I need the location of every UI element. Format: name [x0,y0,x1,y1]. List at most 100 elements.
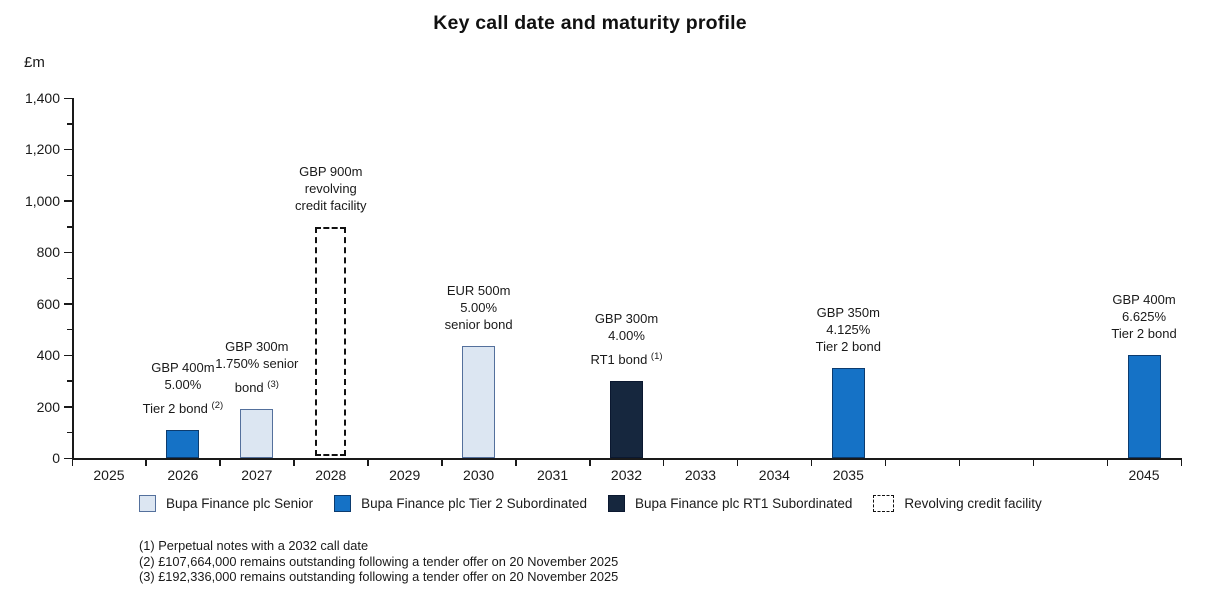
legend-label-rt1: Bupa Finance plc RT1 Subordinated [635,496,853,511]
legend-item-rt1: Bupa Finance plc RT1 Subordinated [608,495,852,512]
annotation-line: EUR 500m [446,283,511,299]
legend-swatch-revolving-credit-facility-icon [873,495,895,512]
y-tick [67,226,72,228]
y-tick [67,380,72,382]
legend: Bupa Finance plc Senior Bupa Finance plc… [139,495,1042,512]
annotation-line: GBP 300m [225,338,289,354]
x-tick [884,459,887,466]
x-axis-line [72,458,1182,460]
legend-item-senior: Bupa Finance plc Senior [139,495,313,512]
x-tick [293,459,295,466]
x-tick [441,459,443,466]
y-tick [64,406,72,408]
y-axis-tick-label: 1,400 [24,90,60,106]
y-axis-tick-label: 800 [36,244,60,261]
bar-2028 [315,226,347,456]
y-tick [67,277,72,279]
x-tick [958,459,961,466]
legend-swatch-tier2-icon [334,495,352,512]
x-axis-tick-label: 2029 [389,467,421,483]
footnotes: (1) Perpetual notes with a 2032 call dat… [139,538,618,585]
y-tick [64,457,72,459]
y-axis-tick-label: 400 [36,347,60,364]
legend-item-rcf: Revolving credit facility [873,495,1042,512]
x-tick [662,459,665,466]
y-tick [67,431,72,434]
annotation-line: GBP 900m [299,163,363,179]
x-axis-tick-label: 2033 [684,467,716,483]
annotation-line: GBP 400m [151,360,215,376]
annotation-line: bond (3) [234,378,279,395]
x-tick [810,459,813,466]
x-axis-tick-label: 2034 [758,467,790,483]
x-tick [589,459,591,466]
annotation-line: Tier 2 bond [1111,326,1177,342]
bar-2045 [1127,355,1161,458]
annotation-line: 1.750% senior [215,355,299,371]
x-axis-tick-label: 2028 [315,467,347,483]
x-tick [145,459,147,466]
annotation-line: GBP 350m [816,305,880,320]
footnote-1: (1) Perpetual notes with a 2032 call dat… [139,538,369,553]
annotation-line: Tier 2 bond (2) [142,400,224,417]
x-axis-tick-label: 2032 [610,467,643,483]
legend-label-tier2: Bupa Finance plc Tier 2 Subordinated [361,496,587,511]
annotation-line: senior bond [444,317,513,333]
bar-annotation-2045: GBP 400m 6.625% Tier 2 bond [1064,291,1208,342]
y-tick [64,200,72,202]
x-tick [1032,459,1035,466]
bar-annotation-2026: GBP 400m 5.00% Tier 2 bond (2) [103,359,263,417]
footnote-3: (3) £192,336,000 remains outstanding fol… [139,569,619,584]
y-axis-tick-label: 600 [36,295,60,312]
annotation-line: credit facility [295,197,367,213]
bar-2027 [240,408,274,458]
x-tick [367,459,369,466]
y-axis-tick-label: 1,200 [24,141,60,158]
annotation-line: 5.00% [164,377,202,393]
x-tick [71,459,73,466]
annotation-line: GBP 400m [1112,292,1176,308]
footnote-reference: (2) [211,400,224,412]
bar-annotation-2032: GBP 300m 4.00% RT1 bond (1) [547,310,707,368]
annotation-line: Tier 2 bond [815,339,881,354]
x-axis-tick-label: 2031 [536,467,569,483]
y-tick [64,251,72,254]
y-axis-unit-label: £m [24,54,45,71]
annotation-line: 4.00% [608,327,645,343]
annotation-line: GBP 300m [594,310,659,326]
bar-2030 [462,346,496,458]
bar-annotation-2027: GBP 300m 1.750% senior bond (3) [177,338,337,396]
x-axis-tick-label: 2035 [832,467,864,483]
x-axis-tick-label: 2026 [167,467,199,483]
bar-annotation-2030: EUR 500m 5.00% senior bond [399,282,559,333]
legend-label-senior: Bupa Finance plc Senior [166,496,314,511]
bar-2032 [610,380,643,458]
chart-title: Key call date and maturity profile [433,12,747,34]
bar-annotation-2028: GBP 900m revolving credit facility [251,163,411,214]
y-tick [64,97,72,99]
legend-swatch-rt1-icon [608,495,625,512]
annotation-line: 5.00% [460,300,498,316]
bar-2035 [831,368,865,458]
x-tick [515,459,517,466]
bar-annotation-2035: GBP 350m 4.125% Tier 2 bond [768,304,928,355]
y-axis-line [72,98,74,459]
annotation-line: 4.125% [826,322,871,337]
y-tick [64,303,72,305]
legend-swatch-senior-icon [139,495,156,512]
x-axis-tick-label: 2045 [1128,467,1160,483]
footnote-2: (2) £107,664,000 remains outstanding fol… [139,553,619,569]
footnote-reference: (1) [650,350,663,362]
footnote-reference: (3) [267,378,279,390]
x-tick [736,459,739,466]
y-tick [67,174,72,177]
y-axis-tick-label: 200 [36,398,60,415]
y-axis-tick-label: 0 [52,450,60,466]
annotation-line: 6.625% [1121,309,1167,325]
bar-2026 [166,430,200,458]
y-tick [67,123,72,125]
annotation-line: revolving [304,180,357,196]
x-axis-tick-label: 2025 [93,467,125,483]
legend-label-rcf: Revolving credit facility [904,496,1042,511]
